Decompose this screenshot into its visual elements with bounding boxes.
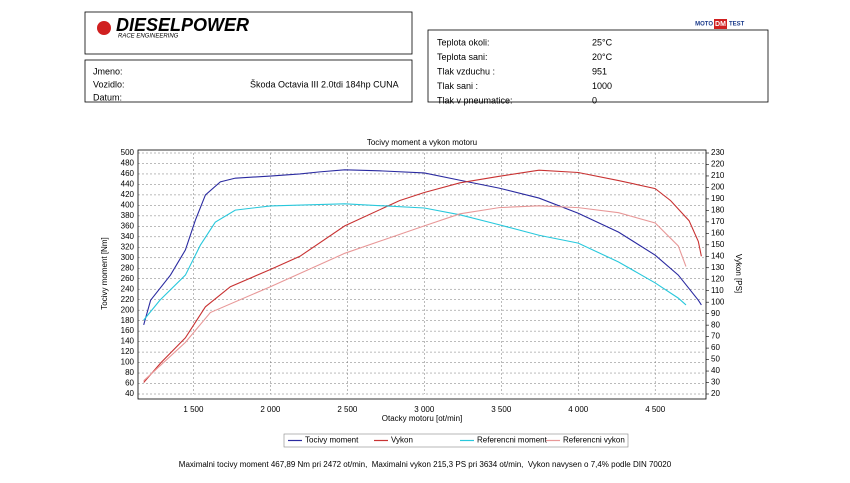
x-axis-label: Otacky motoru [ot/min] (382, 414, 462, 423)
y2-tick-label: 40 (711, 366, 720, 375)
y-tick-label: 120 (121, 347, 135, 356)
y2-tick-label: 80 (711, 320, 720, 329)
y2-tick-label: 100 (711, 297, 725, 306)
logo-sub: RACE ENGINEERING (118, 34, 179, 40)
legend-box (283, 433, 629, 448)
badge-text: TEST (729, 22, 745, 28)
y-axis-label: Tocivy moment [Nm] (100, 237, 109, 309)
field-label: Tlak sani : (437, 81, 478, 91)
y2-tick-label: 190 (711, 194, 725, 203)
field-value: 25°C (592, 37, 613, 47)
y-tick-label: 280 (121, 263, 135, 272)
y2-tick-label: 20 (711, 389, 720, 398)
x-tick-label: 1 500 (183, 405, 204, 414)
y-tick-label: 360 (121, 221, 135, 230)
badge-box (714, 19, 727, 29)
chart-title: Tocivy moment a vykon motoru (367, 138, 477, 147)
x-tick-label: 3 500 (491, 405, 512, 414)
series-line (143, 203, 687, 321)
series-line (143, 205, 687, 382)
y2-tick-label: 180 (711, 205, 725, 214)
y2-axis-label: Vykon [PS] (734, 254, 743, 293)
y-tick-label: 380 (121, 211, 135, 220)
y2-tick-label: 120 (711, 274, 725, 283)
y2-tick-label: 160 (711, 228, 725, 237)
badge: MOTO DM TEST (695, 19, 745, 29)
y-tick-label: 440 (121, 180, 135, 189)
field-value: 1000 (592, 81, 612, 91)
y-tick-label: 420 (121, 190, 135, 199)
legend-label: Tocivy moment (305, 436, 359, 445)
field-label: Vozidlo: (93, 79, 125, 89)
y2-tick-label: 130 (711, 263, 725, 272)
series-line (143, 169, 702, 383)
logo-box (84, 11, 413, 55)
y2-tick-label: 30 (711, 378, 720, 387)
logo-icon (97, 21, 111, 35)
logo: DIESELPOWER (116, 15, 249, 35)
y-tick-label: 340 (121, 232, 135, 241)
y2-tick-label: 110 (711, 286, 724, 295)
y-tick-label: 240 (121, 284, 135, 293)
x-tick-label: 2 500 (337, 405, 358, 414)
vehicle-box (84, 59, 413, 103)
y2-tick-label: 50 (711, 355, 720, 364)
footer-note: Maximalni tocivy moment 467,89 Nm pri 24… (179, 460, 672, 469)
y-tick-label: 200 (121, 305, 135, 314)
field-value: 951 (592, 66, 607, 76)
y2-tick-label: 170 (711, 217, 725, 226)
y-tick-label: 100 (121, 358, 135, 367)
y-tick-label: 400 (121, 201, 135, 210)
field-label: Tlak v pneumatice: (437, 95, 513, 105)
field-label: Teplota sani: (437, 52, 488, 62)
y-tick-label: 500 (121, 148, 135, 157)
legend-label: Vykon (391, 436, 413, 445)
legend-label: Referencni moment (477, 436, 548, 445)
badge-text: DM (715, 21, 726, 28)
y2-tick-label: 140 (711, 251, 725, 260)
badge-text: MOTO (695, 22, 713, 28)
y-tick-label: 460 (121, 169, 135, 178)
y-tick-label: 180 (121, 316, 135, 325)
field-value: 20°C (592, 52, 613, 62)
field-label: Tlak vzduchu : (437, 66, 495, 76)
field-label: Jmeno: (93, 66, 123, 76)
y2-tick-label: 210 (711, 171, 725, 180)
y-tick-label: 320 (121, 242, 135, 251)
x-tick-label: 3 000 (414, 405, 435, 414)
y-tick-label: 220 (121, 295, 135, 304)
y-tick-label: 300 (121, 253, 135, 262)
y-tick-label: 60 (125, 379, 134, 388)
y2-tick-label: 60 (711, 343, 720, 352)
y2-tick-label: 150 (711, 240, 725, 249)
y-tick-label: 480 (121, 159, 135, 168)
y-tick-label: 160 (121, 326, 135, 335)
series-line (143, 169, 702, 325)
plot-frame (137, 149, 707, 400)
x-tick-label: 4 000 (568, 405, 589, 414)
y2-tick-label: 230 (711, 148, 725, 157)
y-tick-label: 140 (121, 337, 135, 346)
field-label: Teplota okoli: (437, 37, 490, 47)
y2-tick-label: 70 (711, 332, 720, 341)
y2-tick-label: 90 (711, 309, 720, 318)
y2-tick-label: 220 (711, 160, 725, 169)
y-tick-label: 40 (125, 389, 134, 398)
y-tick-label: 80 (125, 368, 134, 377)
conditions-box (427, 29, 769, 103)
field-value: Škoda Octavia III 2.0tdi 184hp CUNA (250, 79, 399, 89)
y-tick-label: 260 (121, 274, 135, 283)
y2-tick-label: 200 (711, 183, 725, 192)
legend-label: Referencni vykon (563, 436, 625, 445)
x-tick-label: 4 500 (645, 405, 666, 414)
field-label: Datum: (93, 92, 122, 102)
field-value: 0 (592, 95, 597, 105)
x-tick-label: 2 000 (260, 405, 281, 414)
